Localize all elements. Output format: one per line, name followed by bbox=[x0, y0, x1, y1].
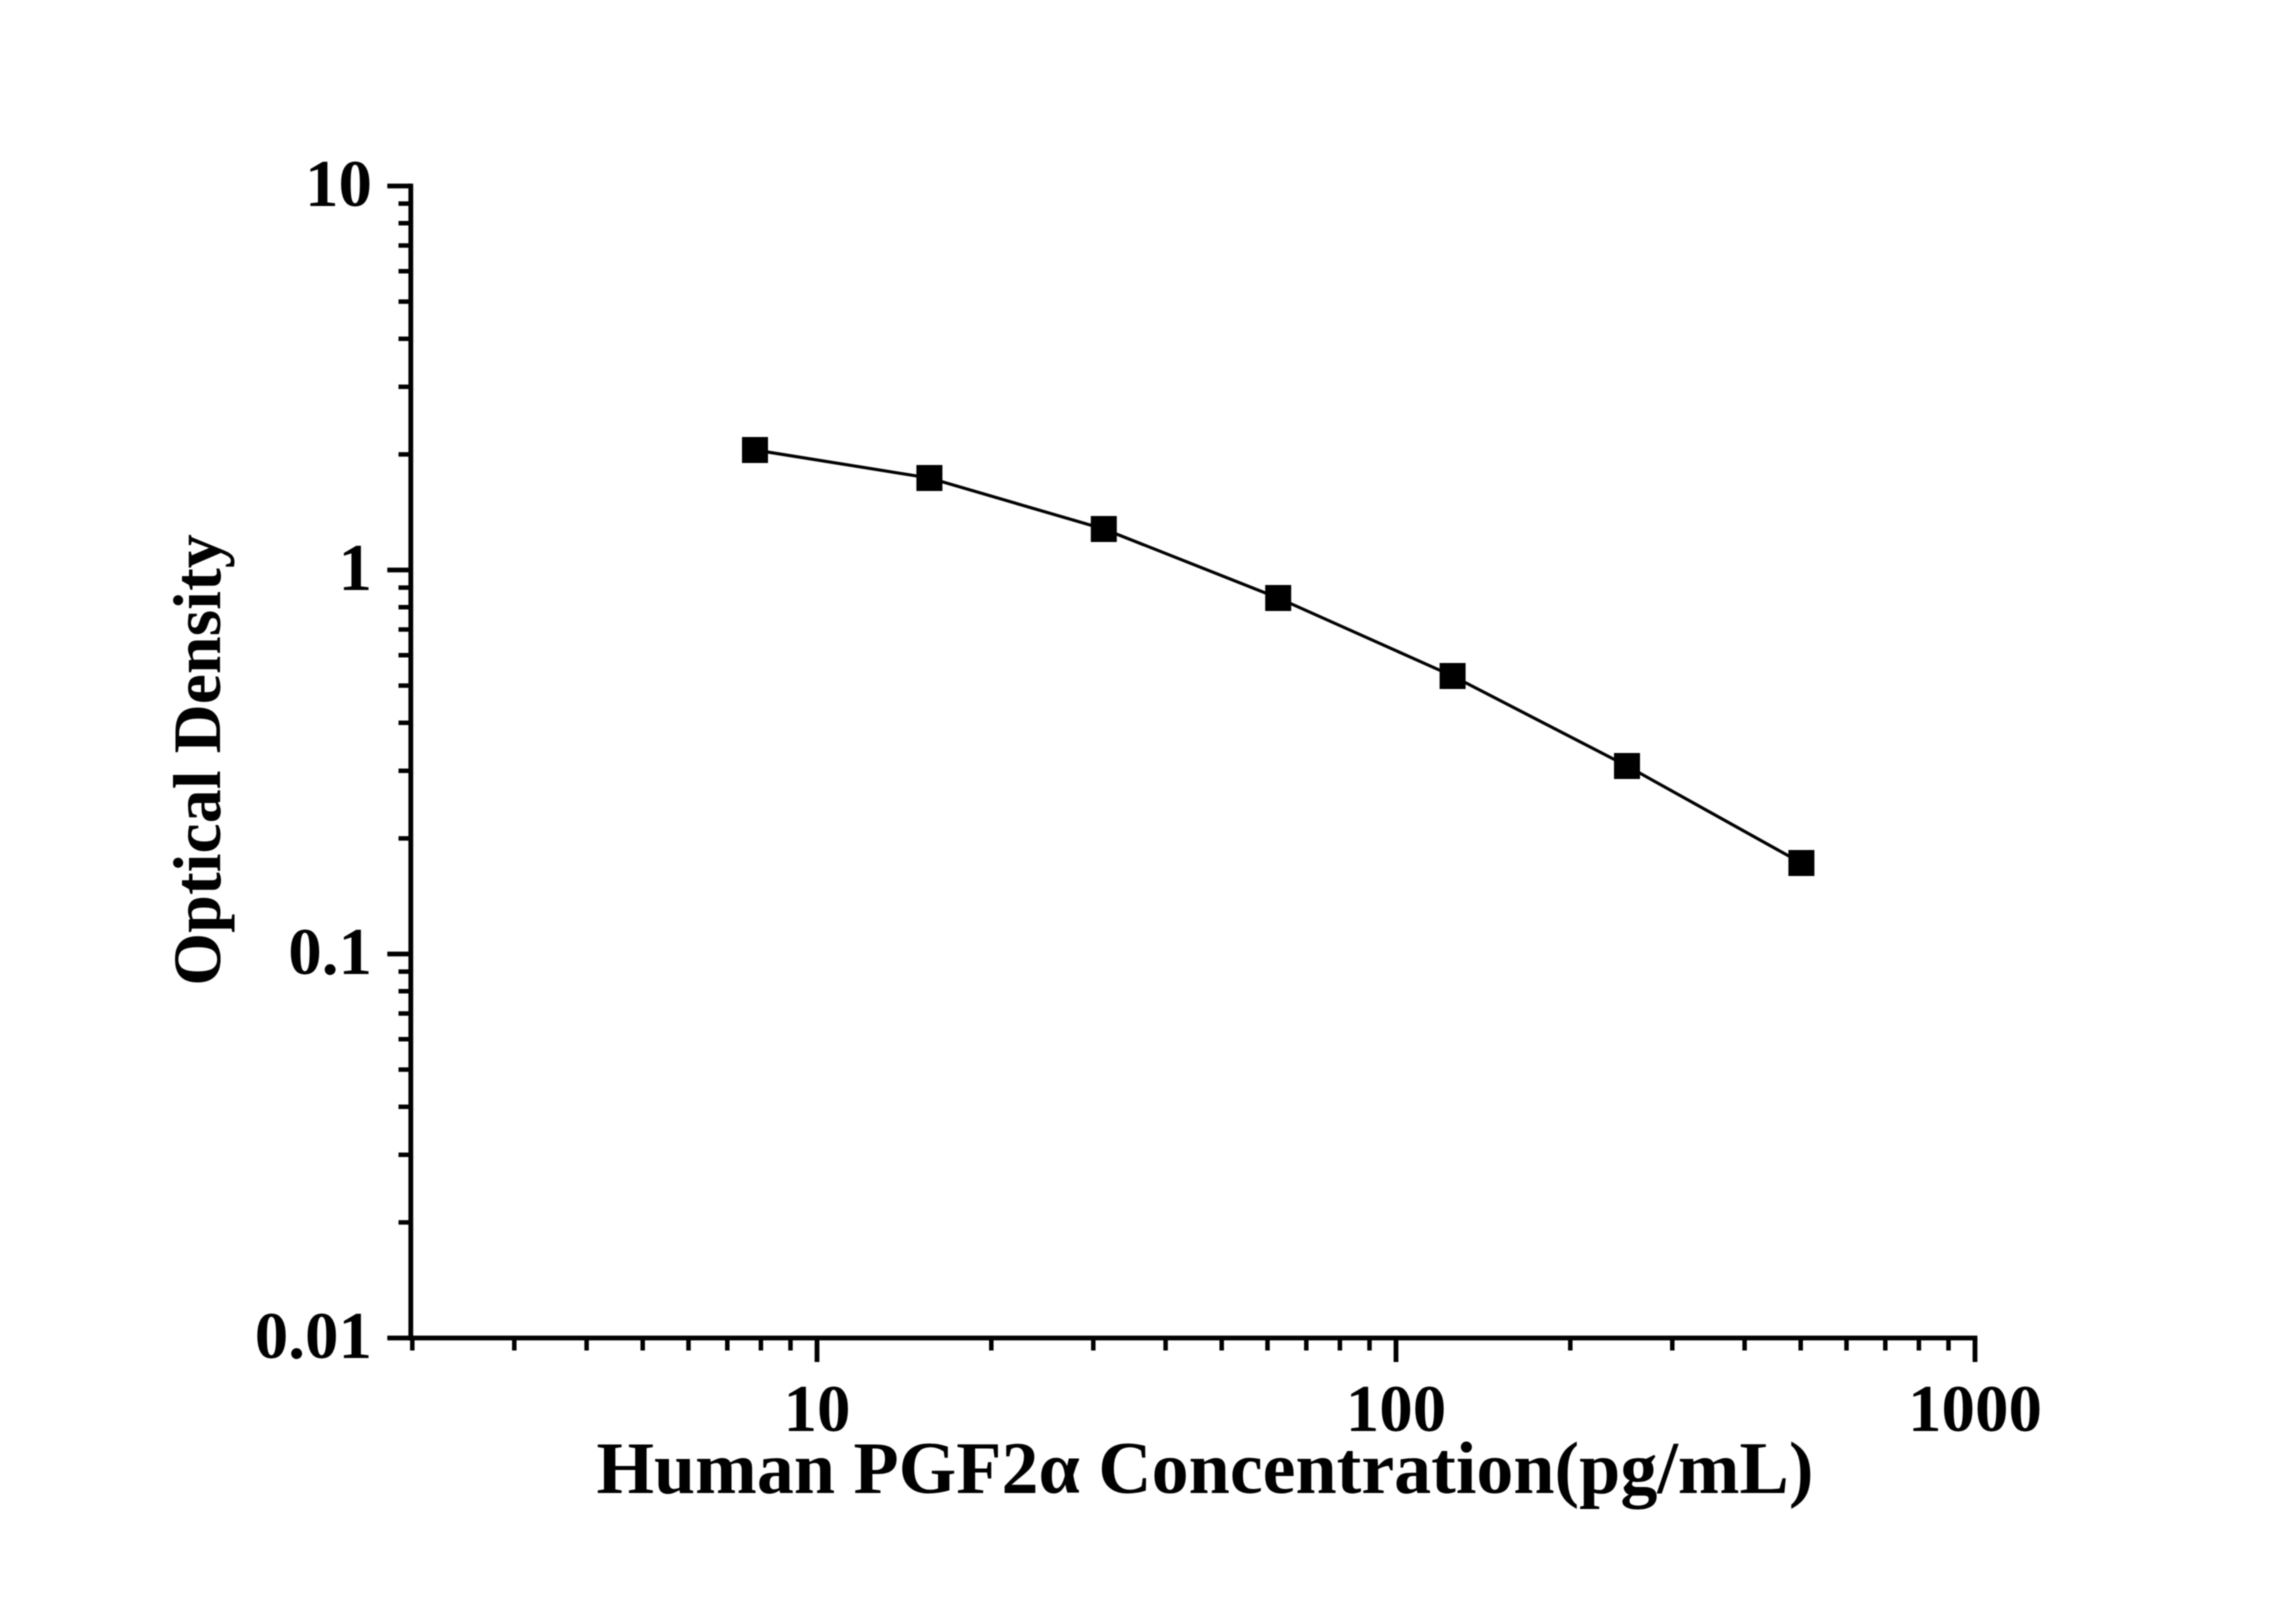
svg-text:0.01: 0.01 bbox=[255, 1299, 372, 1373]
svg-text:0.1: 0.1 bbox=[288, 915, 372, 989]
svg-text:10: 10 bbox=[784, 1372, 851, 1446]
svg-text:1000: 1000 bbox=[1908, 1372, 2042, 1446]
svg-text:Optical Density: Optical Density bbox=[159, 534, 235, 985]
svg-text:1: 1 bbox=[339, 531, 373, 605]
svg-text:100: 100 bbox=[1346, 1372, 1447, 1446]
svg-text:Human PGF2α Concentration(pg/m: Human PGF2α Concentration(pg/mL) bbox=[596, 1428, 1813, 1510]
svg-text:10: 10 bbox=[305, 147, 372, 221]
